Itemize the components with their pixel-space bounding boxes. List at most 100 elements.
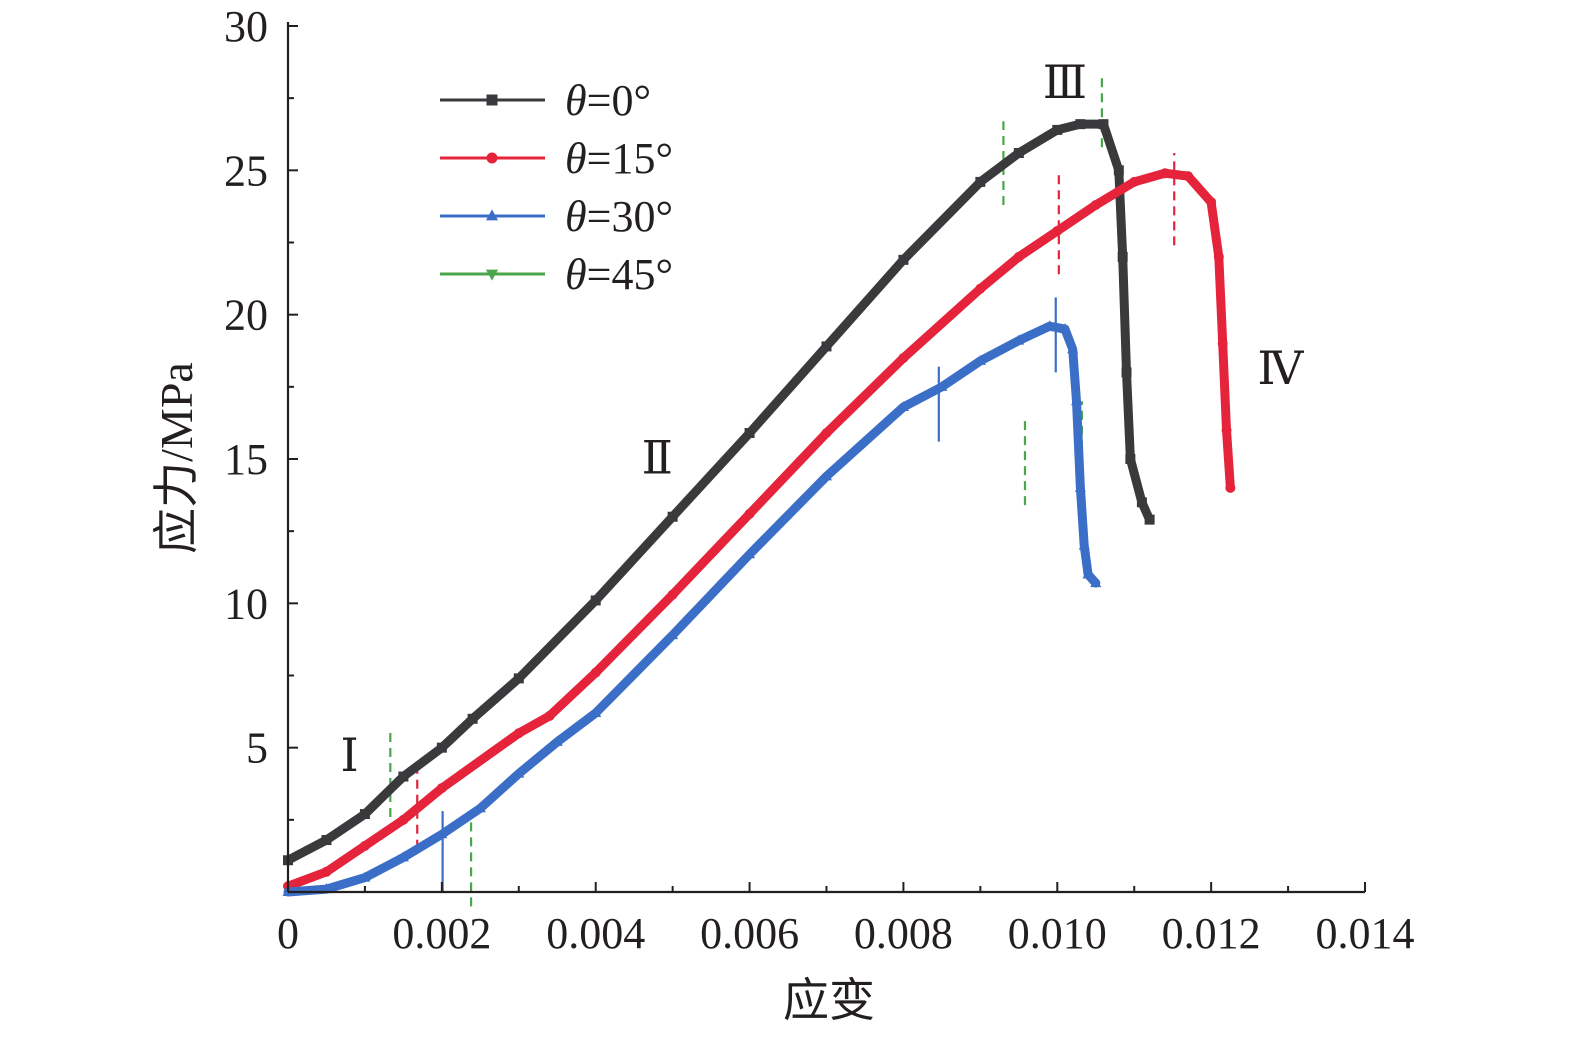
data-point-2-22 — [1082, 568, 1094, 579]
data-point-1-1 — [321, 866, 332, 877]
data-point-2-11 — [821, 470, 832, 481]
data-point-1-12 — [975, 283, 986, 294]
data-point-0-19 — [1121, 367, 1132, 378]
x-tick-label-0: 0 — [277, 909, 299, 958]
data-point-1-5 — [513, 728, 524, 739]
data-point-0-18 — [1117, 251, 1128, 262]
data-point-0-17 — [1113, 165, 1124, 176]
data-point-2-17 — [1059, 323, 1071, 334]
y-tick-label-4: 25 — [224, 146, 268, 195]
data-point-0-1 — [321, 835, 332, 846]
series-line-2 — [283, 321, 1101, 897]
data-point-0-15 — [1075, 119, 1086, 130]
data-point-2-18 — [1067, 343, 1079, 354]
data-point-0-10 — [821, 341, 832, 352]
data-point-1-11 — [898, 352, 909, 363]
x-tick-label-3: 0.006 — [700, 909, 799, 958]
x-tick-label-6: 0.012 — [1162, 909, 1261, 958]
data-point-0-14 — [1052, 124, 1063, 135]
data-point-1-7 — [590, 667, 601, 678]
data-point-1-17 — [1159, 168, 1170, 179]
data-point-1-21 — [1217, 338, 1228, 349]
data-point-1-9 — [744, 508, 755, 519]
data-point-2-20 — [1074, 481, 1086, 492]
data-point-0-21 — [1136, 497, 1147, 508]
data-point-0-8 — [667, 511, 678, 522]
legend-marker-3 — [485, 269, 499, 281]
data-point-1-6 — [544, 710, 555, 721]
y-tick-label-3: 20 — [224, 291, 268, 340]
legend: θ=0° θ=15° θ=30° θ=45° — [440, 76, 673, 299]
y-tick-label-5: 30 — [224, 2, 268, 51]
data-point-0-13 — [1013, 148, 1024, 159]
data-point-2-5 — [474, 802, 486, 813]
stage-label-0: Ⅰ — [340, 730, 358, 781]
data-point-1-15 — [1090, 199, 1101, 210]
ticks: 0 0.002 0.004 0.006 0.008 0.010 0.012 0.014 5 10 1… — [224, 2, 1415, 958]
y-tick-label-1: 10 — [224, 579, 268, 628]
data-point-0-20 — [1125, 454, 1136, 464]
data-point-0-16 — [1098, 119, 1109, 130]
data-point-2-15 — [1013, 334, 1025, 345]
data-point-1-2 — [359, 840, 370, 851]
data-point-1-8 — [667, 589, 678, 600]
data-point-0-2 — [359, 809, 370, 820]
data-point-1-4 — [436, 783, 447, 794]
data-point-2-9 — [667, 629, 679, 640]
x-tick-label-2: 0.004 — [546, 909, 645, 958]
data-point-1-22 — [1221, 425, 1232, 436]
data-point-0-9 — [744, 428, 755, 439]
data-point-2-7 — [551, 735, 563, 746]
data-point-2-19 — [1071, 395, 1083, 406]
data-point-0-7 — [590, 595, 601, 606]
data-point-2-10 — [744, 548, 756, 559]
data-point-2-23 — [1090, 577, 1102, 588]
data-point-0-4 — [436, 742, 447, 753]
data-point-2-16 — [1044, 320, 1056, 331]
data-point-1-10 — [821, 428, 832, 439]
data-point-2-13 — [936, 380, 948, 391]
data-point-2-4 — [436, 828, 448, 839]
legend-marker-0 — [486, 94, 498, 106]
series-line-1 — [283, 168, 1235, 891]
data-point-2-21 — [1078, 539, 1090, 550]
stage-label-2: Ⅲ — [1043, 57, 1087, 108]
data-point-2-3 — [397, 851, 409, 862]
legend-label-0: θ=0° — [565, 76, 651, 125]
x-axis-title: 应变 — [783, 975, 875, 1026]
data-point-1-20 — [1213, 251, 1224, 262]
data-point-2-6 — [513, 767, 525, 778]
legend-label-3: θ=45° — [565, 250, 673, 299]
data-point-1-3 — [398, 814, 409, 825]
data-point-0-11 — [898, 254, 909, 265]
axes — [286, 22, 1365, 894]
data-point-1-16 — [1129, 176, 1140, 187]
data-point-1-14 — [1052, 225, 1063, 236]
legend-marker-2 — [485, 209, 499, 221]
stage-labels: Ⅰ Ⅱ Ⅲ Ⅳ — [340, 57, 1304, 781]
legend-marker-1 — [486, 152, 498, 164]
y-tick-label-2: 15 — [224, 435, 268, 484]
x-tick-label-5: 0.010 — [1008, 909, 1107, 958]
data-point-2-12 — [897, 401, 909, 412]
data-point-2-14 — [974, 354, 986, 365]
data-point-2-1 — [320, 883, 332, 894]
series-lines — [282, 119, 1236, 897]
stage-label-1: Ⅱ — [642, 432, 673, 483]
x-tick-label-7: 0.014 — [1316, 909, 1415, 958]
y-axis-title: 应力/MPa — [151, 362, 202, 554]
data-point-1-23 — [1225, 482, 1236, 493]
series-line-0 — [283, 119, 1155, 865]
data-point-0-22 — [1144, 514, 1155, 525]
data-point-0-12 — [975, 176, 986, 187]
legend-label-2: θ=30° — [565, 192, 673, 241]
data-point-1-19 — [1206, 197, 1217, 208]
y-tick-label-0: 5 — [246, 724, 268, 773]
data-point-0-6 — [513, 673, 524, 684]
data-point-0-5 — [467, 713, 478, 724]
x-tick-label-4: 0.008 — [854, 909, 953, 958]
x-tick-label-1: 0.002 — [392, 909, 491, 958]
data-point-1-13 — [1013, 251, 1024, 262]
data-point-2-8 — [590, 707, 602, 718]
